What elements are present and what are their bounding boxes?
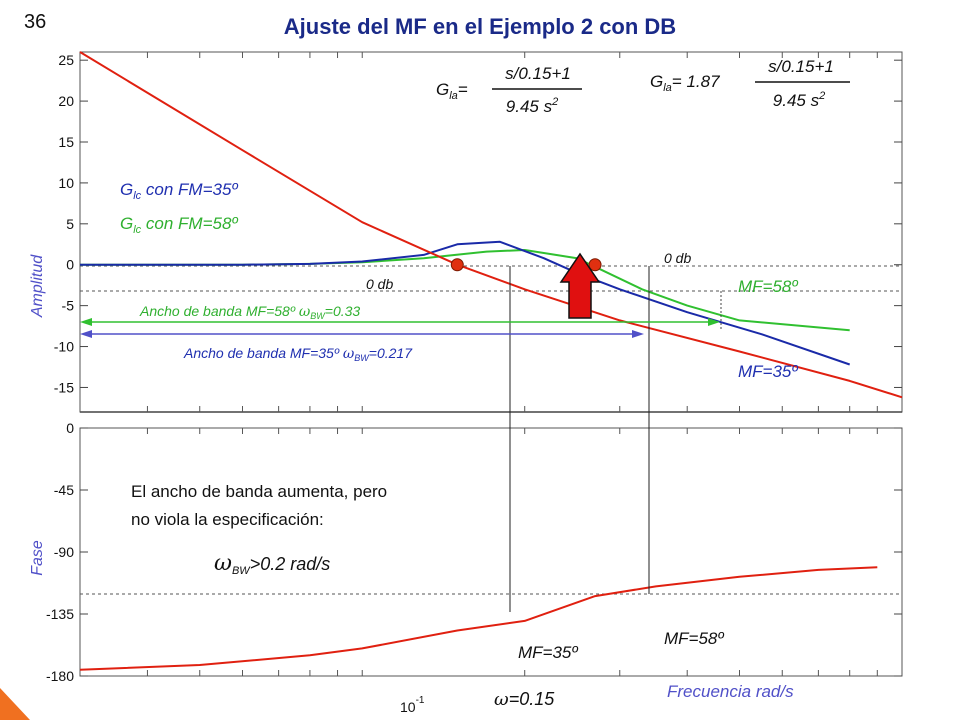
amplitude-x-minor-ticks: [79, 52, 878, 412]
formula-g2-numerator: s/0.15+1: [768, 57, 834, 76]
svg-text:9.45 s2: 9.45 s2: [506, 96, 558, 116]
bw58-arrow-left: [80, 318, 92, 326]
corner-accent-shape: [0, 688, 30, 720]
x-tick-label-0-1: 10-1: [400, 695, 425, 715]
mf35-amplitude-label: MF=35º: [738, 362, 798, 381]
phase-y-ticks: 0 -45 -90 -135 -180: [46, 420, 902, 684]
series-line-phase: [79, 566, 878, 671]
note-line-2: no viola la especificación:: [131, 510, 324, 529]
y-tick-label: -135: [46, 606, 74, 622]
phase-axis-title: Fase: [29, 540, 46, 576]
y-tick-label: -15: [54, 379, 74, 395]
omega-value-label: ω=0.15: [494, 689, 555, 710]
formula-g2-lhs-sub: la: [663, 82, 672, 94]
bw-spec-label: ωBW>0.2 rad/s: [214, 551, 330, 577]
zero-db-label-left: 0 db: [366, 276, 393, 292]
mf35-phase-label: MF=35º: [518, 643, 578, 662]
formula-g1-denominator: 9.45 s: [506, 97, 553, 116]
bw35-arrow-left: [80, 330, 92, 338]
slide-number: 36: [24, 11, 46, 33]
svg-text:Gla=: Gla=: [436, 80, 468, 102]
formula-g1-den-sup: 2: [551, 96, 558, 108]
y-tick-label: -45: [54, 482, 74, 498]
bw35-arrow-right: [632, 330, 644, 338]
legend-glc-58: Glc con FM=58º: [120, 214, 238, 236]
formula-g2-eq: = 1.87: [672, 72, 720, 91]
bw35-label: Ancho de banda MF=35º ωBW=0.217: [183, 345, 413, 363]
phase-x-minor-ticks: [79, 428, 878, 676]
crossover-marker-2: [588, 258, 602, 272]
amplitude-series: [79, 51, 903, 399]
y-tick-label: 25: [58, 52, 74, 68]
amplitude-y-ticks: 25 20 15 10 5 0 -5 -10 -15: [54, 52, 902, 395]
series-line-gla: [79, 51, 903, 399]
formula-g1-eq: =: [458, 80, 468, 99]
phase-plot-frame: [79, 427, 903, 677]
zero-db-label-right: 0 db: [664, 250, 691, 266]
y-tick-label: 0: [66, 420, 74, 436]
legend-glc-35: Glc con FM=35º: [120, 180, 238, 202]
formula-g2: Gla= 1.87 s/0.15+1 9.45 s2: [650, 57, 850, 110]
svg-text:9.45 s2: 9.45 s2: [773, 90, 825, 110]
y-tick-label: 20: [58, 93, 74, 109]
y-tick-label: -90: [54, 544, 74, 560]
formula-g2-lhs: G: [650, 72, 663, 91]
phase-plot: 0 -45 -90 -135 -180: [46, 420, 903, 684]
crossover-marker-1: [450, 258, 464, 272]
series-line-glc-35: [80, 240, 851, 366]
frequency-axis-title: Frecuencia rad/s: [667, 682, 794, 701]
note-line-1: El ancho de banda aumenta, pero: [131, 482, 387, 501]
y-tick-label: 5: [66, 216, 74, 232]
amplitude-plot: 25 20 15 10 5 0 -5 -10 -15: [54, 51, 903, 413]
formula-g2-denominator: 9.45 s: [773, 91, 820, 110]
formula-g1: Gla= s/0.15+1 9.45 s2: [436, 64, 582, 116]
mf58-phase-label: MF=58º: [664, 629, 724, 648]
y-tick-label: -5: [62, 298, 75, 314]
up-arrow-icon: [559, 252, 601, 319]
y-tick-label: 0: [66, 257, 74, 273]
bw58-arrow-right: [708, 318, 720, 326]
amplitude-axis-title: Amplitud: [29, 254, 46, 318]
slide-title: Ajuste del MF en el Ejemplo 2 con DB: [284, 14, 676, 39]
phase-series: [79, 566, 878, 671]
formula-g1-lhs-sub: la: [449, 90, 458, 102]
formula-g1-lhs: G: [436, 80, 449, 99]
amplitude-plot-frame: [79, 51, 903, 413]
mf58-amplitude-label: MF=58º: [738, 277, 798, 296]
y-tick-label: -180: [46, 668, 74, 684]
formula-g1-numerator: s/0.15+1: [505, 64, 571, 83]
formula-g2-den-sup: 2: [818, 90, 825, 102]
y-tick-label: 10: [58, 175, 74, 191]
bw58-label: Ancho de banda MF=58º ωBW=0.33: [139, 303, 360, 321]
y-tick-label: -10: [54, 339, 74, 355]
svg-text:Gla= 1.87: Gla= 1.87: [650, 72, 720, 94]
y-tick-label: 15: [58, 134, 74, 150]
